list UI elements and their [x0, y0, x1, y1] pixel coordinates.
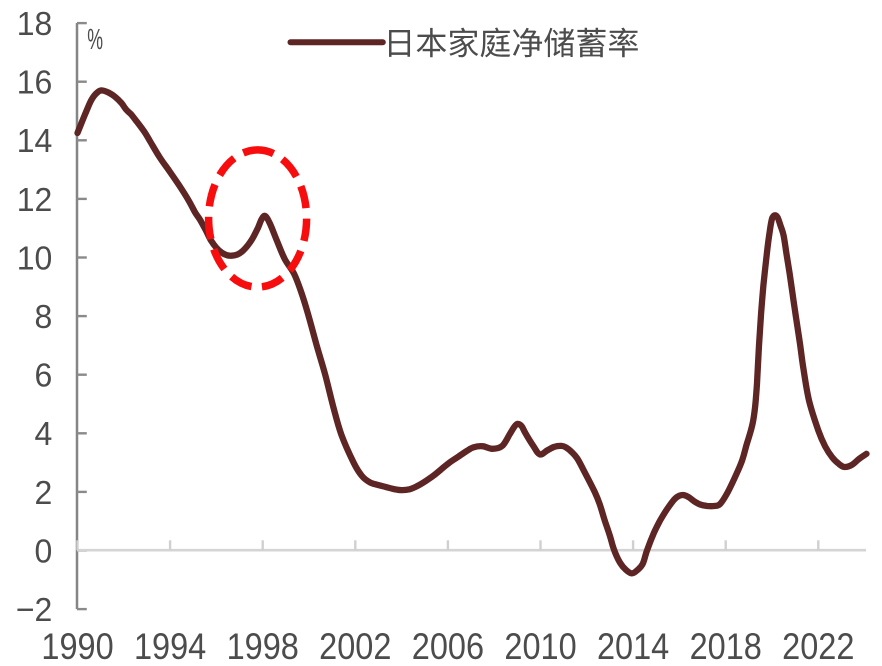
svg-text:2002: 2002 [319, 626, 391, 666]
svg-text:1990: 1990 [41, 626, 113, 666]
svg-text:2006: 2006 [412, 626, 484, 666]
svg-text:2: 2 [34, 473, 52, 511]
svg-text:4: 4 [34, 414, 52, 452]
svg-text:2010: 2010 [504, 626, 576, 666]
svg-text:−2: −2 [16, 590, 52, 628]
svg-text:18: 18 [17, 4, 53, 42]
svg-text:14: 14 [17, 121, 53, 159]
svg-text:0: 0 [34, 532, 52, 570]
svg-text:6: 6 [34, 356, 52, 394]
svg-text:8: 8 [34, 297, 52, 335]
svg-text:2014: 2014 [597, 626, 669, 666]
svg-text:%: % [87, 24, 103, 57]
svg-text:10: 10 [17, 239, 53, 277]
svg-text:1998: 1998 [227, 626, 299, 666]
svg-text:2022: 2022 [782, 626, 854, 666]
svg-text:2018: 2018 [690, 626, 762, 666]
svg-text:16: 16 [17, 63, 53, 101]
svg-text:12: 12 [17, 180, 53, 218]
svg-text:1994: 1994 [134, 626, 206, 666]
